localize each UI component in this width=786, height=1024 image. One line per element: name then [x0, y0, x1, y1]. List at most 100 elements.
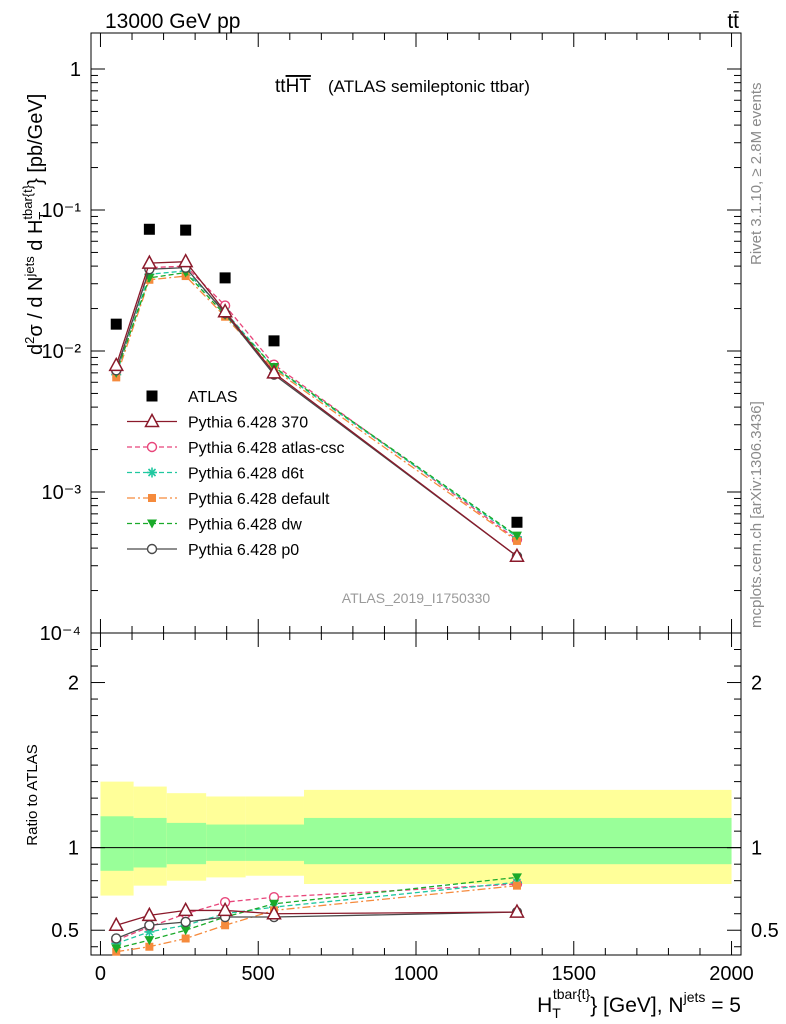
ratio-point-p370 [177, 901, 194, 917]
main-series-layer [108, 223, 525, 563]
main-line-p0 [115, 266, 518, 557]
main-line-p370 [115, 261, 518, 557]
main-point-p370 [177, 253, 194, 268]
ratio-axis-ticks: 0.5 0.5 1 1 2 2 0 500 1000 1500 2000 [51, 633, 779, 985]
ratio-y-tick-label-right: 0.5 [751, 920, 779, 942]
plot-title-overlined: HT [286, 76, 312, 97]
ratio-point-p370 [217, 901, 233, 917]
main-point-data [110, 318, 122, 330]
x-tick-label: 1500 [552, 963, 597, 985]
ratio-point-p0 [111, 933, 122, 944]
main-line-default [115, 275, 518, 542]
main-line-dw [115, 271, 518, 537]
ratio-point-dw [111, 944, 122, 954]
ratio-band-inner [166, 822, 207, 865]
legend-marker-atlas_csc [146, 441, 158, 453]
legend: ATLAS Pythia 6.428 370 Pythia 6.428 atlas-… [127, 389, 345, 559]
process-label: tt̄ [727, 10, 739, 33]
ratio-point-dw [180, 926, 191, 936]
ratio-y-axis-label: Ratio to ATLAS [24, 744, 41, 845]
ratio-series-layer [108, 873, 525, 956]
ratio-series-p370 [108, 901, 525, 932]
legend-label-default: Pythia 6.428 default [188, 491, 330, 508]
legend-item-default: Pythia 6.428 default [127, 491, 330, 508]
ratio-uncertainty-bands [100, 781, 732, 896]
ratio-point-dw [269, 899, 280, 909]
ratio-point-default [221, 921, 230, 930]
ratio-point-p0 [144, 920, 155, 931]
legend-label-p0: Pythia 6.428 p0 [188, 542, 299, 559]
main-series-p370 [108, 253, 525, 563]
ratio-point-dw [144, 936, 155, 946]
legend-marker-p0 [146, 543, 158, 555]
ratio-y-tick-label: 1 [68, 838, 79, 860]
legend-item-data: ATLAS [146, 389, 238, 406]
ratio-y-tick-label-right: 1 [751, 838, 762, 860]
legend-item-dw: Pythia 6.428 dw [127, 517, 302, 534]
ratio-point-p370 [266, 905, 282, 920]
energy-label: 13000 GeV pp [105, 10, 240, 33]
main-y-tick-label: 1 [70, 59, 81, 81]
legend-marker-d6t [147, 467, 157, 478]
main-point-p370 [108, 356, 125, 372]
x-tick-label: 1000 [394, 963, 439, 985]
legend-label-data: ATLAS [188, 389, 238, 406]
legend-item-atlas_csc: Pythia 6.428 atlas-csc [127, 440, 345, 457]
ratio-line-dw [116, 876, 518, 950]
legend-label-p370: Pythia 6.428 370 [188, 415, 308, 432]
main-point-data [511, 516, 523, 528]
ratio-point-dw [511, 873, 522, 883]
main-point-data [180, 224, 192, 236]
legend-label-dw: Pythia 6.428 dw [188, 517, 302, 534]
side-annotation-bottom: mcplots.cern.ch [arXiv:1306.3436] [748, 401, 765, 628]
ratio-band-inner [206, 824, 246, 861]
ratio-band-inner [303, 817, 732, 865]
main-point-data [268, 335, 280, 347]
legend-item-p370: Pythia 6.428 370 [127, 412, 308, 432]
main-y-tick-label: 10⁻² [42, 341, 82, 363]
legend-marker-default [148, 494, 156, 502]
main-series-data [110, 223, 523, 528]
main-y-tick-label: 10⁻⁴ [40, 623, 81, 645]
legend-label-atlas_csc: Pythia 6.428 atlas-csc [188, 440, 345, 457]
x-tick-label: 0 [95, 963, 106, 985]
ratio-line-p0 [116, 911, 517, 940]
legend-item-d6t: Pythia 6.428 d6t [127, 466, 304, 483]
ratio-point-p370 [108, 916, 125, 932]
ratio-y-tick-label: 0.5 [51, 920, 79, 942]
main-point-p370 [509, 547, 525, 563]
x-tick-label: 2000 [709, 963, 754, 985]
main-series-p0 [111, 262, 523, 562]
legend-marker-dw [147, 519, 157, 529]
plot-title-paren: (ATLAS semileptonic ttbar) [328, 77, 530, 96]
ratio-point-p0 [180, 916, 191, 928]
ratio-line-default [116, 884, 518, 953]
main-axis-ticks: 10⁻⁴ 10⁻³ 10⁻² 10⁻¹ 1 [40, 33, 741, 645]
main-point-dw [511, 531, 522, 541]
ratio-point-default [145, 942, 154, 951]
legend-marker-p370 [144, 412, 160, 428]
main-point-data [219, 272, 231, 284]
ratio-point-default [181, 934, 190, 943]
legend-item-p0: Pythia 6.428 p0 [127, 542, 299, 559]
side-annotation-top: Rivet 3.1.10, ≥ 2.8M events [748, 83, 765, 266]
main-point-default [512, 536, 521, 545]
ratio-y-tick-label-right: 2 [751, 673, 762, 695]
main-point-p370 [217, 303, 233, 318]
ratio-band-inner [100, 816, 134, 871]
legend-label-d6t: Pythia 6.428 d6t [188, 466, 304, 483]
ratio-y-tick-label: 2 [68, 673, 79, 695]
ratio-band-inner [245, 824, 304, 861]
main-y-axis-label: d2σ / d Njets d HTtbar{t}} [pb/GeV] [20, 94, 51, 355]
plot-title-main: tt [275, 76, 286, 97]
ratio-point-default [512, 881, 521, 890]
x-tick-label: 500 [242, 963, 275, 985]
ratio-band-inner [133, 817, 167, 868]
ratio-point-p370 [509, 903, 525, 918]
analysis-id: ATLAS_2019_I1750330 [342, 590, 491, 606]
ratio-series-dw [111, 873, 522, 954]
plot-title: ttHT [275, 76, 311, 97]
legend-marker-data [146, 390, 158, 402]
main-point-p370 [266, 364, 282, 379]
